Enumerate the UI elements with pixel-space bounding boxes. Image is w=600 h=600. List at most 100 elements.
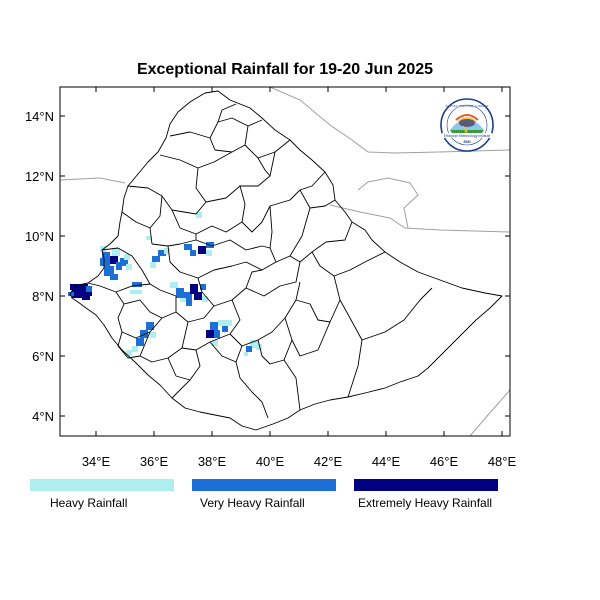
region-boundary — [245, 255, 301, 297]
region-boundary — [283, 359, 301, 411]
rainfall-cell-very-heavy — [86, 286, 92, 292]
rainfall-cell-very-heavy — [132, 282, 142, 287]
region-boundary — [295, 299, 341, 323]
rainfall-cell-heavy — [206, 250, 212, 256]
legend-swatch-extreme — [354, 479, 498, 491]
rainfall-cell-extreme — [194, 292, 202, 300]
rainfall-legend: Heavy Rainfall Very Heavy Rainfall Extreme… — [30, 479, 498, 510]
rainfall-cell-heavy — [244, 352, 248, 356]
rainfall-cell-heavy — [146, 236, 152, 240]
legend-label-very-heavy: Very Heavy Rainfall — [200, 496, 305, 510]
y-tick-label: 14°N — [25, 109, 54, 124]
region-boundary — [101, 247, 161, 291]
rainfall-cell-heavy — [126, 264, 132, 270]
legend-swatch-very-heavy — [192, 479, 336, 491]
rainfall-cell-extreme — [86, 292, 92, 296]
rainfall-cell-heavy — [226, 320, 232, 326]
region-boundary — [229, 281, 301, 347]
eritrea-border — [269, 87, 510, 154]
x-tick-label: 46°E — [430, 454, 459, 469]
rainfall-cell-heavy — [250, 340, 258, 348]
rainfall-cell-very-heavy — [136, 338, 144, 346]
rainfall-cell-very-heavy — [176, 288, 184, 298]
rainfall-cell-very-heavy — [120, 258, 128, 266]
region-boundary — [269, 199, 336, 263]
rainfall-cell-heavy — [150, 262, 156, 268]
region-boundary — [115, 283, 151, 293]
rainfall-cell-heavy — [170, 282, 178, 288]
kenya-somalia-border — [469, 389, 510, 436]
rainfall-cell-very-heavy — [152, 256, 160, 262]
rainfall-cell-very-heavy — [68, 292, 74, 296]
x-tick-label: 36°E — [140, 454, 169, 469]
rainfall-cell-heavy — [164, 248, 170, 254]
region-boundary — [167, 357, 191, 381]
y-tick-label: 8°N — [32, 289, 54, 304]
rainfall-cell-very-heavy — [116, 262, 122, 270]
x-tick-label: 38°E — [198, 454, 227, 469]
djibouti-border — [357, 177, 419, 229]
region-boundary — [87, 282, 177, 339]
rainfall-cell-extreme — [198, 246, 206, 254]
rainfall-cell-heavy — [218, 320, 226, 326]
rainfall-cell-heavy — [180, 298, 186, 302]
legend-swatch-heavy — [30, 479, 174, 491]
rainfall-cell-very-heavy — [100, 258, 110, 266]
region-boundary — [239, 185, 246, 223]
region-boundary — [299, 189, 311, 209]
rainfall-cell-heavy — [112, 248, 120, 256]
map-frame — [59, 86, 511, 437]
rainfall-cell-very-heavy — [190, 250, 196, 256]
x-tick-label: 44°E — [372, 454, 401, 469]
region-boundary — [197, 277, 215, 307]
rainfall-cell-very-heavy — [200, 284, 206, 290]
rainfall-cell-very-heavy — [104, 266, 114, 276]
logo-text-top: የኢትዮጵያ ሚቲዮሮሎጂ ኢንስቲትዩት — [445, 104, 489, 108]
region-boundary — [209, 341, 243, 363]
rainfall-cell-heavy — [126, 350, 132, 356]
region-boundary — [159, 151, 233, 169]
region-boundary — [159, 269, 263, 323]
y-tick-label: 4°N — [32, 409, 54, 424]
region-boundary — [235, 361, 269, 419]
map-ticks: 34°E 36°E 38°E 40°E 42°E 44°E 46°E 48°E 14°N 12°N… — [25, 87, 517, 469]
region-boundary — [127, 185, 207, 215]
region-boundary — [167, 245, 277, 279]
rainfall-cell-very-heavy — [102, 252, 110, 258]
region-boundary — [121, 211, 151, 229]
ethiopian-meteorology-institute-logo: Ethiopian Meteorology Institute EMI የኢትዮ… — [440, 98, 494, 152]
region-boundary — [333, 275, 363, 398]
sudan-border — [60, 177, 126, 184]
rainfall-cell-very-heavy — [140, 330, 148, 338]
rainfall-cell-heavy — [150, 332, 156, 338]
region-boundary — [231, 117, 263, 127]
region-boundary — [181, 333, 231, 351]
rainfall-cell-very-heavy — [214, 330, 220, 338]
y-tick-label: 12°N — [25, 169, 54, 184]
region-boundary — [209, 137, 246, 153]
rainfall-cell-extreme — [206, 330, 214, 338]
logo-text-abbr: EMI — [463, 139, 470, 144]
rainfall-cell-extreme — [190, 284, 198, 294]
rainfall-cell-heavy — [132, 346, 138, 352]
region-boundary — [123, 299, 163, 319]
rainfall-cell-very-heavy — [184, 292, 192, 300]
region-boundary — [284, 317, 331, 357]
rainfall-cell-very-heavy — [184, 244, 192, 250]
region-boundary — [257, 339, 293, 365]
region-boundary — [171, 349, 201, 399]
rainfall-cell-heavy — [130, 290, 138, 294]
region-boundary — [149, 195, 163, 245]
region-boundary — [169, 117, 233, 139]
rainfall-cell-heavy — [202, 296, 208, 302]
logo-text-bottom: Ethiopian Meteorology Institute — [444, 134, 491, 138]
region-boundary — [151, 239, 271, 251]
rainfall-cell-heavy — [256, 344, 262, 350]
region-boundary — [171, 171, 326, 235]
x-tick-label: 42°E — [314, 454, 343, 469]
x-tick-label: 40°E — [256, 454, 285, 469]
x-tick-label: 48°E — [488, 454, 517, 469]
region-boundary — [217, 103, 237, 123]
y-tick-label: 10°N — [25, 229, 54, 244]
